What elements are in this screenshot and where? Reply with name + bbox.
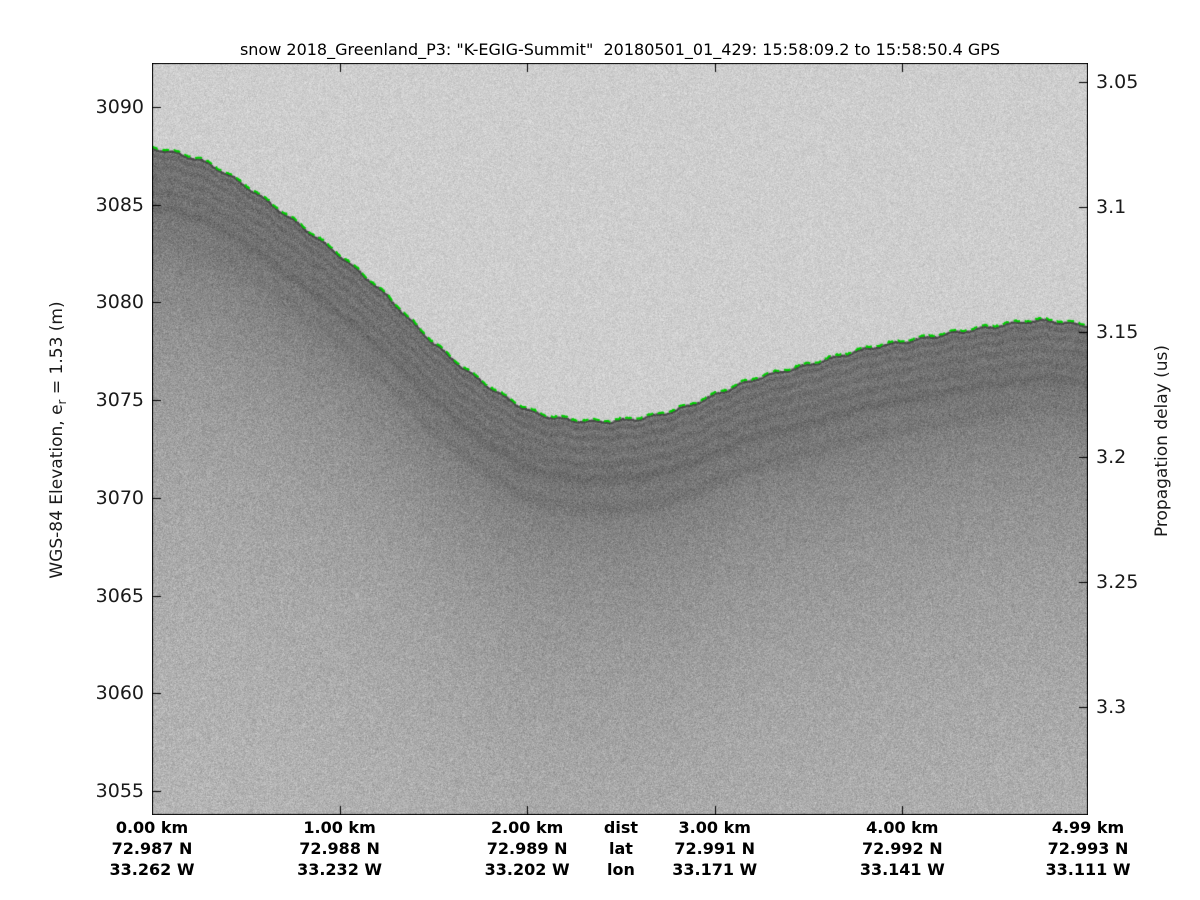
x-axis-tick-column: 2.00 km 72.989 N 33.202 W [485,817,570,880]
left-axis-tick: 3055 [95,779,144,802]
left-axis-tick: 3090 [95,95,144,118]
x-tick-dist: 2.00 km [490,818,564,837]
x-axis-tick-column: 4.99 km 72.993 N 33.111 W [1046,817,1131,880]
right-axis-tick: 3.1 [1096,196,1127,218]
x-tick-lat: 72.988 N [299,839,380,858]
x-tick-lat: 72.991 N [674,839,756,858]
x-tick-dist: 3.00 km [678,818,751,837]
x-tick-dist: 0.00 km [115,818,189,837]
echogram-canvas [152,63,1088,815]
x-axis-tick-column: 0.00 km 72.987 N 33.262 W [110,817,195,880]
x-tick-lat: 72.987 N [111,839,193,858]
x-tick-lon: 33.111 W [1045,860,1131,879]
left-axis-label-unit: = 1.53 (m) [47,301,67,400]
x-header-lat: lat [608,839,633,858]
left-axis-tick: 3085 [95,193,144,216]
right-axis-tick: 3.3 [1096,696,1127,718]
x-tick-dist: 4.99 km [1051,818,1125,837]
right-axis-tick: 3.2 [1096,446,1127,468]
x-tick-lon: 33.141 W [859,860,945,879]
x-tick-dist: 4.00 km [866,818,939,837]
right-axis-tick: 3.05 [1096,71,1139,93]
x-axis-tick-column: 1.00 km 72.988 N 33.232 W [297,817,382,880]
x-tick-lat: 72.992 N [861,839,943,858]
x-tick-lat: 72.993 N [1047,839,1129,858]
x-tick-dist: 1.00 km [303,818,376,837]
left-axis-tick: 3060 [95,682,144,705]
x-header-dist: dist [603,818,638,837]
left-axis-tick: 3080 [95,291,144,314]
x-tick-lon: 33.232 W [297,860,383,879]
x-tick-lat: 72.989 N [486,839,568,858]
x-tick-lon: 33.262 W [109,860,195,879]
left-axis-label: WGS-84 Elevation, er = 1.53 (m) [47,301,69,578]
x-tick-lon: 33.171 W [672,860,758,879]
left-axis-tick: 3070 [95,486,144,509]
left-axis-tick: 3065 [95,584,144,607]
x-axis-tick-column: 3.00 km 72.991 N 33.171 W [672,817,757,880]
right-axis-tick: 3.25 [1096,571,1139,593]
x-tick-lon: 33.202 W [484,860,570,879]
right-axis-tick: 3.15 [1096,321,1139,343]
left-axis-tick: 3075 [95,389,144,412]
right-axis-label: Propagation delay (us) [1152,344,1172,538]
x-header-lon: lon [606,860,635,879]
figure-title: snow 2018_Greenland_P3: "K-EGIG-Summit" … [239,40,1001,59]
x-axis-row-headers: dist lat lon [604,817,638,880]
x-axis-tick-column: 4.00 km 72.992 N 33.141 W [860,817,945,880]
